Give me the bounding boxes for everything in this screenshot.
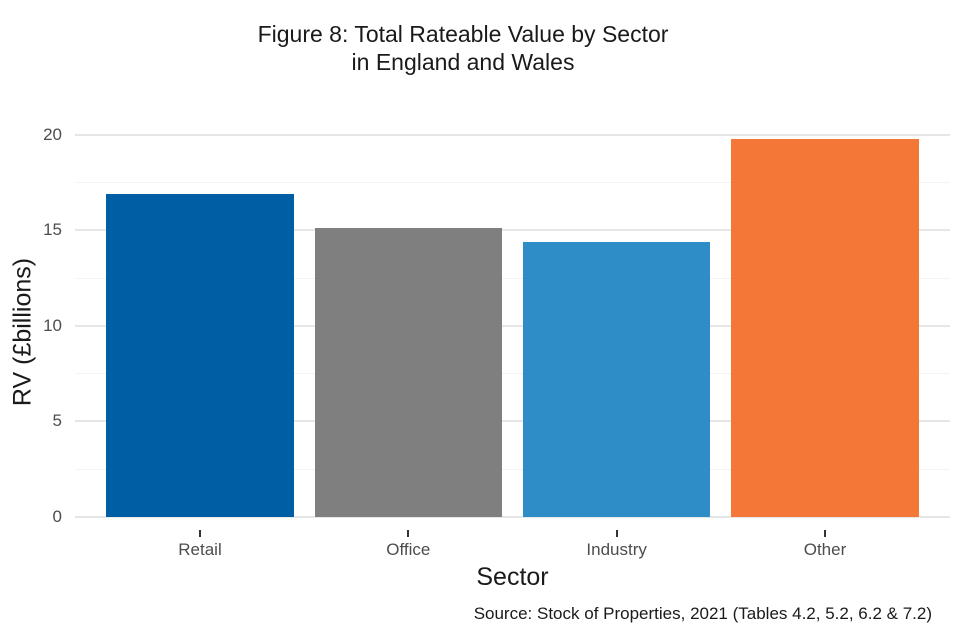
gridline-minor-y17.5 [75, 182, 950, 184]
bar-industry [522, 241, 711, 517]
x-tick-mark-other [824, 530, 826, 537]
x-tick-label-industry: Industry [586, 540, 647, 559]
bar-office [314, 228, 503, 517]
y-tick-label-5: 5 [52, 411, 62, 431]
source-caption: Source: Stock of Properties, 2021 (Table… [473, 604, 932, 623]
plot-panel [75, 110, 950, 518]
gridline-minor-y2.5 [75, 468, 950, 470]
chart-title-line2: in England and Wales [351, 49, 575, 75]
bar-other [731, 138, 919, 517]
y-tick-label-20: 20 [43, 124, 62, 144]
gridline-major-y5 [75, 420, 950, 423]
x-tick-mark-office [407, 530, 410, 537]
gridline-minor-y12.5 [75, 277, 950, 279]
x-tick-label-other: Other [803, 540, 847, 559]
x-tick-mark-retail [199, 530, 201, 537]
chart-title-line1: Figure 8: Total Rateable Value by Sector [257, 21, 669, 47]
y-tick-label-10: 10 [43, 315, 62, 335]
gridline-major-y0 [75, 516, 950, 518]
y-tick-label-0: 0 [52, 507, 62, 526]
gridline-minor-y7.5 [75, 373, 950, 375]
gridline-major-y15 [75, 229, 950, 232]
gridline-major-y10 [75, 324, 950, 327]
gridline-major-y20 [75, 133, 950, 136]
x-tick-label-retail: Retail [178, 540, 222, 559]
bar-retail [106, 194, 294, 517]
x-tick-mark-industry [615, 530, 618, 537]
chart-title: Figure 8: Total Rateable Value by Sector… [0, 20, 926, 76]
x-axis-title: Sector [476, 563, 549, 591]
x-tick-label-office: Office [386, 540, 431, 559]
y-tick-label-15: 15 [43, 220, 62, 240]
